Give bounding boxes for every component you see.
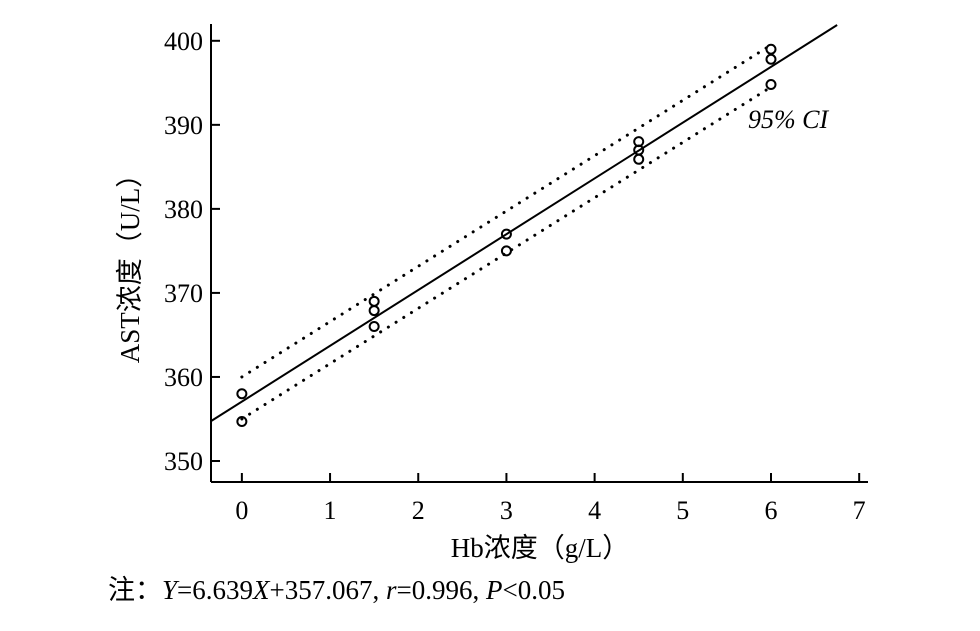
- data-point: [765, 53, 777, 65]
- y-tick-label: 350: [164, 447, 203, 476]
- note-p-val: <0.05: [502, 575, 565, 605]
- y-tick-label: 380: [164, 195, 203, 224]
- y-axis-title: AST浓度（U/L）: [115, 161, 145, 364]
- data-point: [236, 388, 248, 400]
- y-tick-label: 370: [164, 279, 203, 308]
- x-tick-label: 5: [676, 496, 689, 525]
- x-tick-label: 3: [500, 496, 513, 525]
- data-point: [368, 305, 380, 317]
- y-tick-label: 390: [164, 111, 203, 140]
- note-eq-mid: =6.639: [177, 575, 254, 605]
- ci-label: 95% CI: [748, 105, 830, 134]
- data-point: [500, 228, 512, 240]
- note-eq-end: +357.067,: [269, 575, 386, 605]
- data-point: [765, 43, 777, 55]
- axes: 350 360 370 380 390 400 0 1 2 3 4 5 6 7: [164, 24, 868, 525]
- x-tick-label: 7: [853, 496, 866, 525]
- note-r-var: r: [386, 575, 397, 605]
- y-tick-label: 360: [164, 363, 203, 392]
- note-y-var: Y: [162, 575, 178, 605]
- note-r-val: =0.996,: [396, 575, 486, 605]
- ci-upper-line: [240, 43, 773, 379]
- regression-note: 注：Y=6.639X+357.067, r=0.996, P<0.05: [108, 568, 565, 607]
- regression-line: [210, 24, 838, 422]
- x-axis-title: Hb浓度（g/L）: [451, 533, 630, 563]
- y-tick-label: 400: [164, 27, 203, 56]
- chart-marks: [210, 24, 838, 427]
- x-tick-label: 0: [235, 496, 248, 525]
- data-point: [368, 295, 380, 307]
- data-point: [500, 245, 512, 257]
- ci-lower-line: [240, 85, 773, 421]
- x-tick-label: 4: [588, 496, 601, 525]
- note-p-var: P: [486, 575, 503, 605]
- ci-label-text: 95% CI: [748, 105, 830, 134]
- x-tick-label: 1: [324, 496, 337, 525]
- x-tick-label: 6: [764, 496, 777, 525]
- data-point: [633, 153, 645, 165]
- x-tick-label: 2: [412, 496, 425, 525]
- note-x-var: X: [253, 575, 270, 605]
- data-point: [765, 79, 777, 91]
- data-point: [368, 321, 380, 333]
- data-point: [236, 415, 248, 427]
- note-prefix: 注：: [108, 575, 162, 605]
